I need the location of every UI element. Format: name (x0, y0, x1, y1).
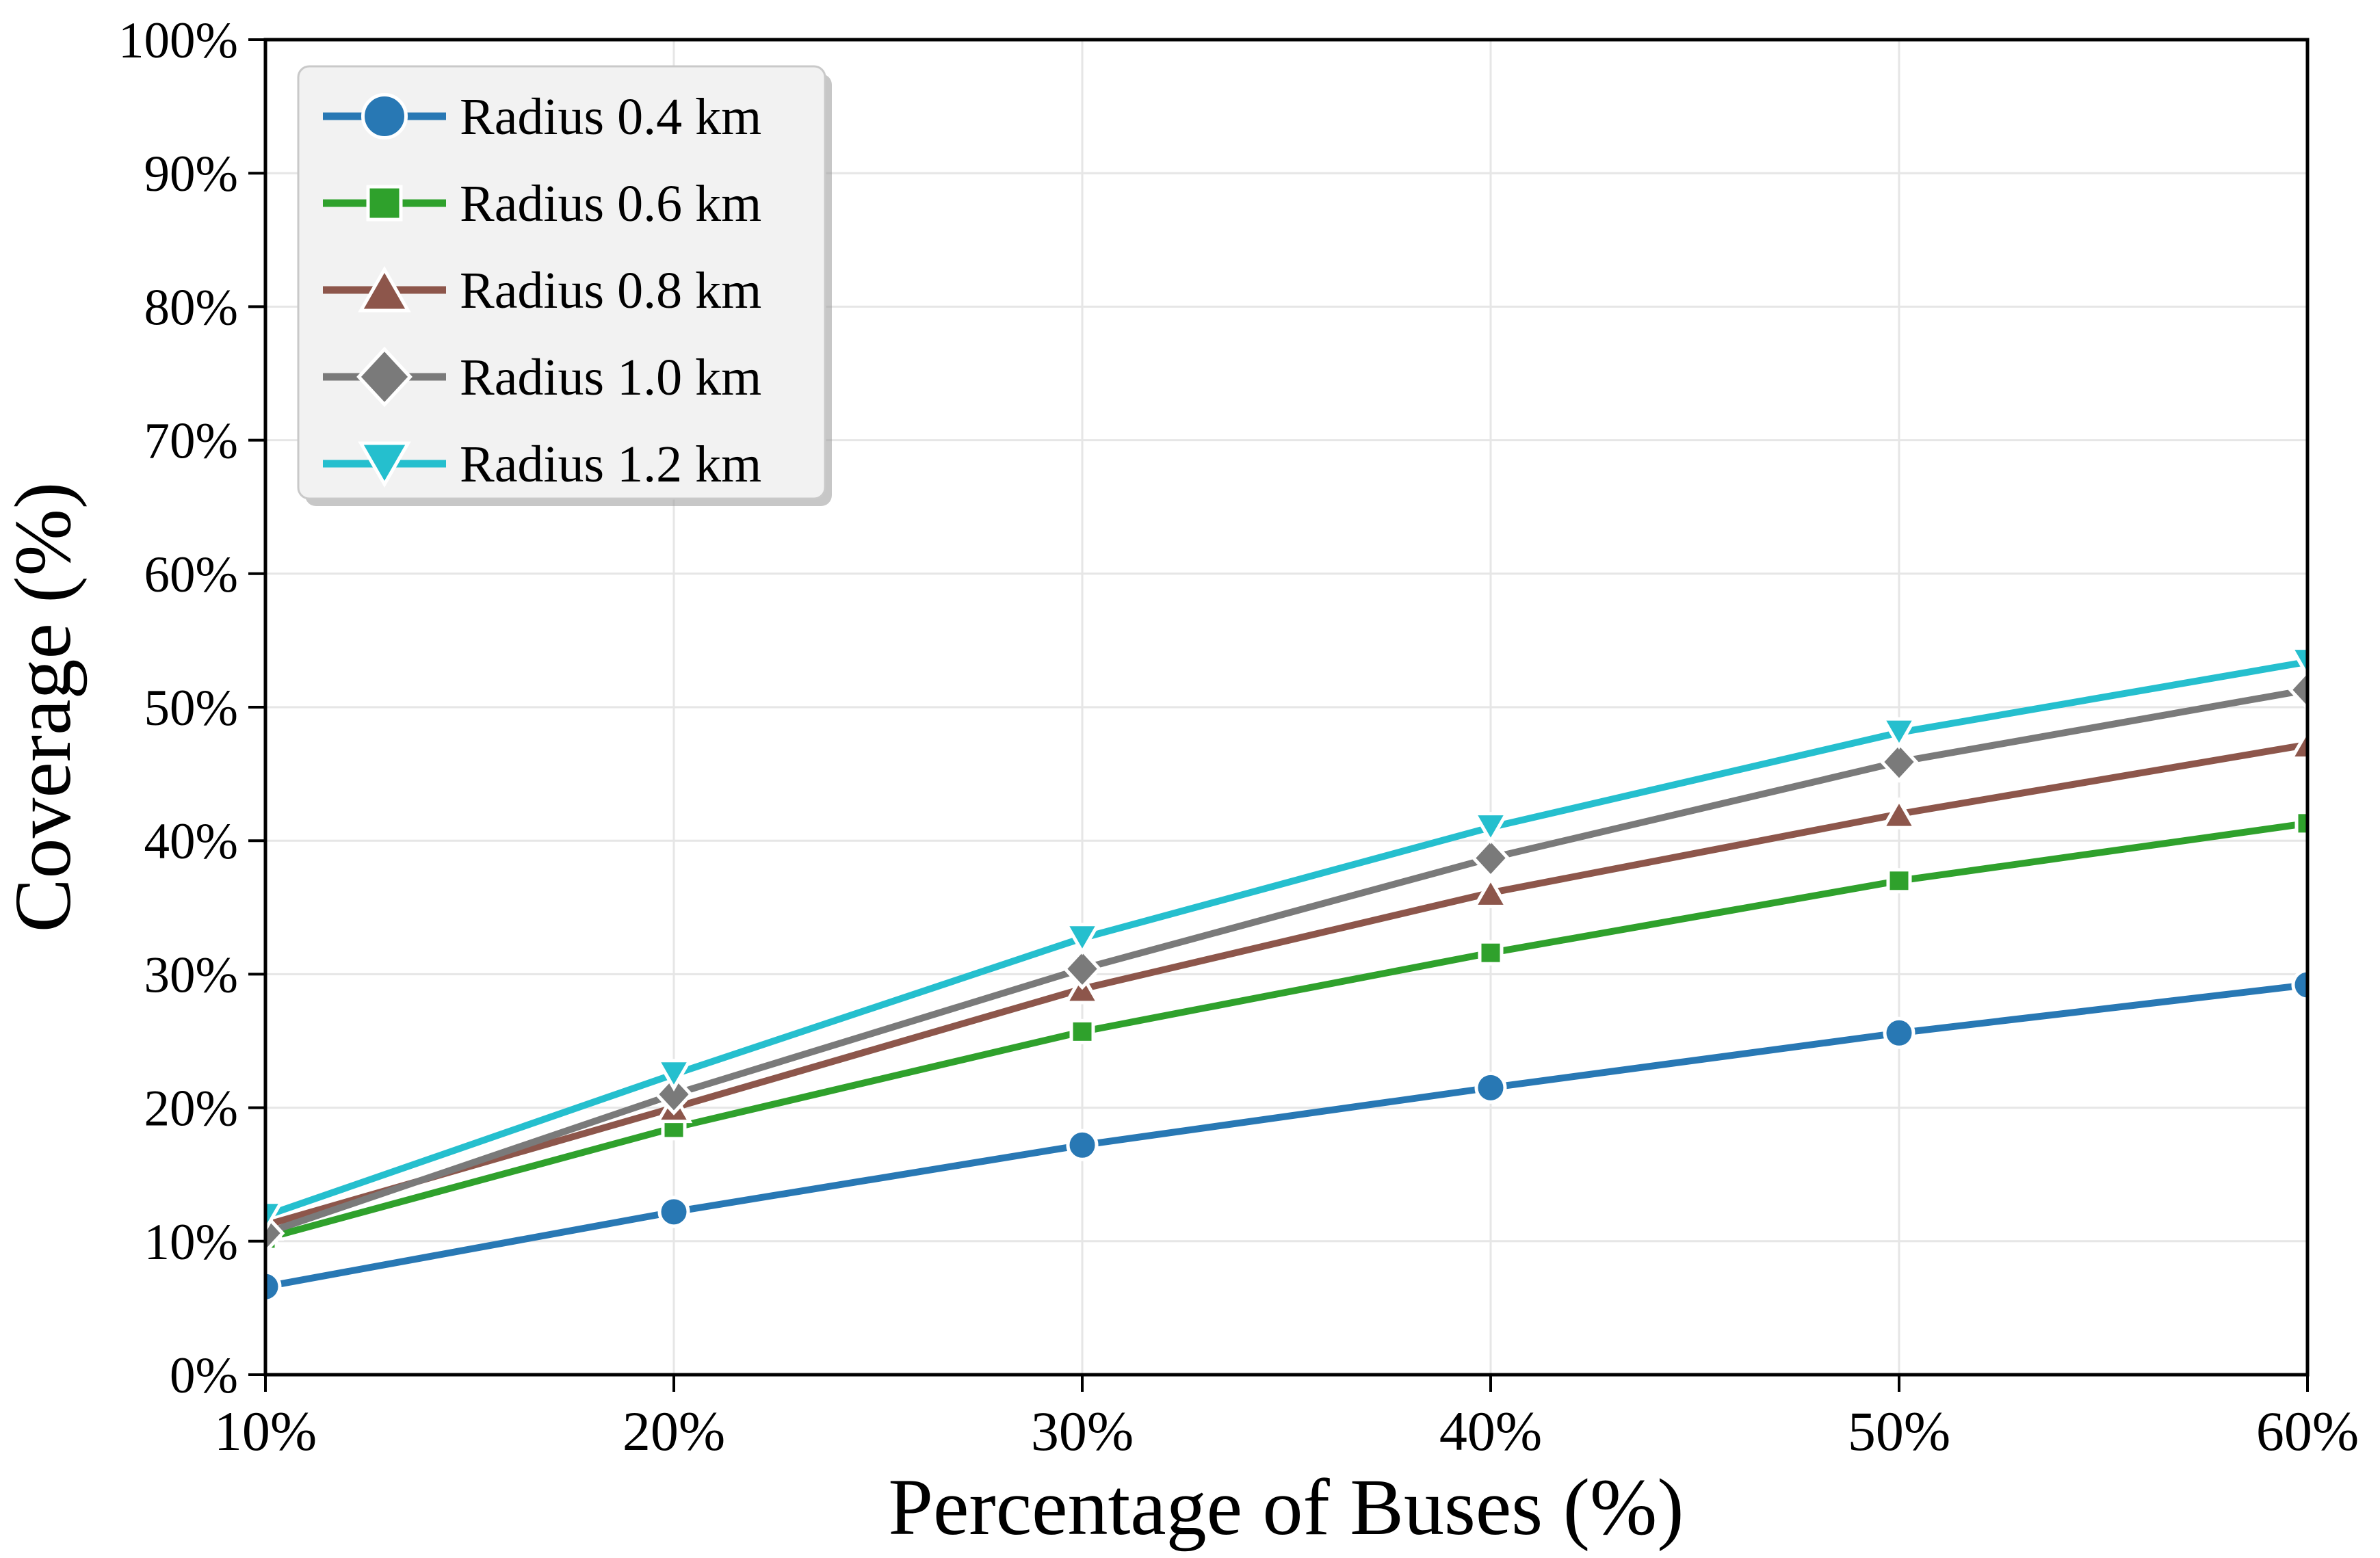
data-point-circle (657, 1196, 690, 1228)
x-tick-label: 10% (214, 1400, 317, 1462)
data-point-triangle-down (358, 441, 411, 488)
data-point-diamond (1879, 741, 1919, 783)
legend-item-label: Radius 1.0 km (460, 349, 761, 406)
y-tick-label: 70% (144, 413, 238, 470)
series-line (265, 741, 2307, 1229)
y-tick-label: 0% (170, 1347, 238, 1404)
series-radius-0.4-km (265, 968, 2307, 1303)
data-point-square (1478, 940, 1504, 966)
y-tick-label: 10% (144, 1214, 238, 1271)
data-point-diamond (2288, 668, 2307, 711)
legend-item: Radius 0.8 km (323, 262, 761, 319)
series-radius-0.6-km (265, 810, 2307, 1252)
legend-item: Radius 0.4 km (323, 88, 761, 146)
series-line (265, 819, 2307, 1242)
data-point-triangle-down (1472, 812, 1510, 845)
x-tick-label: 30% (1031, 1400, 1134, 1462)
x-tick-label: 40% (1439, 1400, 1542, 1462)
legend-item: Radius 0.6 km (323, 175, 761, 233)
series-line (265, 658, 2307, 1219)
data-point-triangle-up (358, 265, 411, 313)
legend-item-label: Radius 0.6 km (460, 175, 761, 233)
data-point-diamond (1471, 836, 1511, 880)
legend-item-label: Radius 0.4 km (460, 88, 761, 146)
x-tick-label: 50% (1848, 1400, 1950, 1462)
data-point-circle (361, 93, 408, 140)
series-line (265, 686, 2307, 1237)
legend-item: Radius 1.2 km (323, 436, 761, 493)
data-point-triangle-up (2288, 727, 2307, 761)
data-point-circle (1474, 1071, 1507, 1104)
series-line (265, 981, 2307, 1291)
data-point-circle (1066, 1128, 1099, 1161)
series-radius-0.8-km (265, 727, 2307, 1241)
data-point-diamond (654, 1073, 694, 1115)
data-point-circle (1883, 1016, 1915, 1049)
data-point-triangle-down (265, 1200, 285, 1233)
legend-item-label: Radius 1.2 km (460, 436, 761, 493)
data-point-square (1069, 1018, 1095, 1044)
data-point-diamond (356, 346, 413, 408)
series-radius-1.2-km (265, 646, 2307, 1233)
legend-item: Radius 1.0 km (323, 346, 761, 408)
x-tick-label: 60% (2256, 1400, 2359, 1462)
legend-box (297, 65, 826, 500)
data-point-square (1886, 868, 1912, 894)
y-tick-label: 30% (144, 947, 238, 1003)
data-point-triangle-down (655, 1059, 693, 1092)
y-tick-label: 60% (144, 546, 238, 603)
data-point-triangle-up (1880, 797, 1918, 830)
data-point-triangle-down (1063, 923, 1101, 955)
y-tick-label: 80% (144, 279, 238, 336)
data-point-square (366, 185, 403, 222)
y-tick-label: 40% (144, 813, 238, 870)
y-tick-label: 100% (118, 12, 238, 69)
data-point-diamond (1062, 947, 1102, 990)
y-tick-label: 20% (144, 1081, 238, 1137)
series-radius-1.0-km (265, 668, 2307, 1254)
y-tick-label: 90% (144, 146, 238, 202)
data-point-square (2294, 810, 2307, 836)
y-axis-title: Coverage (%) (0, 482, 88, 933)
data-point-triangle-down (2288, 646, 2307, 679)
data-point-circle (265, 1270, 282, 1303)
legend: Radius 0.4 km Radius 0.6 km Radius 0.8 km R… (297, 65, 832, 506)
data-point-triangle-up (1472, 875, 1510, 908)
data-point-circle (2291, 968, 2307, 1001)
axes: 0%10%20%30%40%50%60%70%80%90%100%10% 20% 3… (118, 12, 2359, 1462)
legend-item-label: Radius 0.8 km (460, 262, 761, 319)
x-axis-title: Percentage of Buses (%) (888, 1462, 1684, 1552)
data-point-triangle-down (1880, 717, 1918, 750)
y-tick-label: 50% (144, 680, 238, 737)
x-tick-label: 20% (623, 1400, 725, 1462)
